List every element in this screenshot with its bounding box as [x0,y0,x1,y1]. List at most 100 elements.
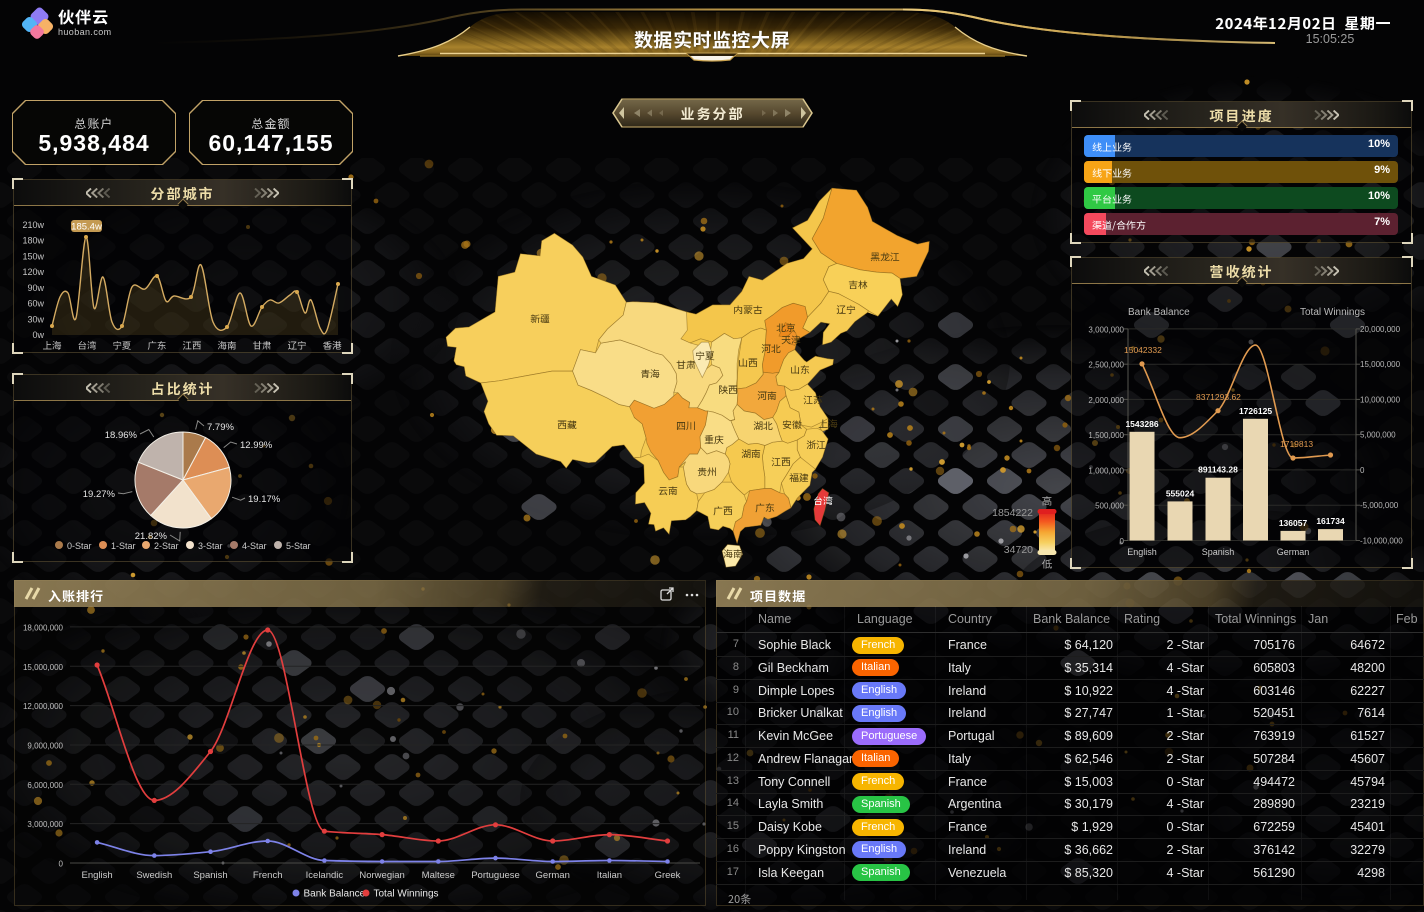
svg-text:上海: 上海 [42,340,62,352]
svg-text:18,000,000: 18,000,000 [23,623,64,632]
svg-text:-10,000,000: -10,000,000 [1360,537,1403,546]
svg-text:山西: 山西 [738,359,758,370]
svg-text:15,000,000: 15,000,000 [23,663,64,672]
svg-text:6,000,000: 6,000,000 [27,781,63,790]
svg-text:1543286: 1543286 [1125,419,1158,429]
svg-text:2,000,000: 2,000,000 [1088,396,1124,405]
svg-text:山东: 山东 [790,365,810,377]
svg-text:Spanish: Spanish [193,870,227,881]
svg-text:120w: 120w [22,267,44,277]
svg-text:云南: 云南 [658,487,678,498]
svg-text:3,000,000: 3,000,000 [27,820,63,829]
svg-text:Greek: Greek [655,870,681,881]
svg-text:136057: 136057 [1279,518,1308,528]
svg-text:广东: 广东 [147,340,167,352]
svg-text:3-Star: 3-Star [198,541,223,551]
svg-text:15,000,000: 15,000,000 [1360,360,1401,369]
svg-text:甘肃: 甘肃 [252,341,271,352]
svg-text:34720: 34720 [1004,544,1033,556]
svg-text:15042332: 15042332 [1124,345,1162,355]
svg-text:21.82%: 21.82% [135,531,168,542]
svg-text:0: 0 [1120,537,1125,546]
svg-text:天津: 天津 [781,336,801,347]
svg-text:广东: 广东 [755,503,775,515]
svg-text:Portuguese: Portuguese [471,870,520,881]
svg-text:19.27%: 19.27% [83,489,116,500]
svg-text:180w: 180w [22,236,44,246]
svg-text:福建: 福建 [789,473,809,485]
svg-text:新疆: 新疆 [530,314,550,326]
svg-text:1,500,000: 1,500,000 [1088,431,1124,440]
svg-text:低: 低 [1042,559,1053,571]
svg-text:1726125: 1726125 [1239,406,1272,416]
svg-text:重庆: 重庆 [704,435,724,447]
svg-text:English: English [82,870,113,881]
svg-text:湖南: 湖南 [741,449,761,461]
svg-text:2-Star: 2-Star [154,541,179,551]
svg-text:浙江: 浙江 [806,440,826,452]
svg-text:0: 0 [1360,466,1365,475]
svg-text:高: 高 [1042,495,1053,508]
svg-text:161734: 161734 [1316,516,1345,526]
svg-text:19.17%: 19.17% [248,494,281,505]
svg-text:Total Winnings: Total Winnings [374,889,439,900]
svg-text:1,000,000: 1,000,000 [1088,466,1124,475]
svg-text:555024: 555024 [1166,488,1195,498]
svg-text:甘肃: 甘肃 [676,361,696,372]
svg-text:5-Star: 5-Star [286,541,311,551]
svg-text:安徽: 安徽 [782,420,802,432]
svg-text:Icelandic: Icelandic [306,870,344,881]
svg-text:海南: 海南 [723,549,743,561]
svg-text:9,000,000: 9,000,000 [27,742,63,751]
svg-text:English: English [1127,547,1157,557]
svg-text:500,000: 500,000 [1095,502,1124,511]
svg-text:10,000,000: 10,000,000 [1360,395,1401,404]
svg-text:0: 0 [59,860,64,869]
svg-text:西藏: 西藏 [557,421,577,432]
svg-text:海南: 海南 [217,340,236,352]
svg-text:4-Star: 4-Star [242,541,267,551]
svg-text:20,000,000: 20,000,000 [1360,325,1401,334]
svg-text:60w: 60w [27,299,44,309]
svg-text:3,000,000: 3,000,000 [1088,325,1124,334]
svg-text:German: German [536,870,570,881]
svg-text:1854222: 1854222 [992,507,1033,519]
svg-text:1719813: 1719813 [1280,439,1313,449]
svg-text:黑龙江: 黑龙江 [870,252,900,264]
svg-text:2,500,000: 2,500,000 [1088,361,1124,370]
svg-text:Total Winnings: Total Winnings [1300,307,1365,318]
svg-text:四川: 四川 [676,421,696,433]
svg-text:7.79%: 7.79% [207,422,234,433]
svg-text:18.96%: 18.96% [105,430,138,441]
svg-text:150w: 150w [22,251,44,261]
svg-text:Bank Balance: Bank Balance [304,889,366,900]
svg-text:青海: 青海 [640,369,660,381]
svg-text:12,000,000: 12,000,000 [23,702,64,711]
svg-text:北京: 北京 [776,323,796,335]
svg-text:宁夏: 宁夏 [112,340,132,352]
svg-text:宁夏: 宁夏 [695,351,715,363]
svg-text:Maltese: Maltese [422,870,455,881]
svg-text:江西: 江西 [771,457,791,469]
svg-text:1-Star: 1-Star [111,541,136,551]
svg-text:内蒙古: 内蒙古 [733,305,763,317]
svg-text:-5,000,000: -5,000,000 [1360,501,1399,510]
svg-text:上海: 上海 [818,419,838,431]
svg-text:Spanish: Spanish [1202,547,1235,557]
svg-text:台湾: 台湾 [813,496,833,508]
svg-text:French: French [253,870,283,881]
svg-text:Swedish: Swedish [136,870,172,881]
svg-text:Italian: Italian [597,870,622,881]
svg-text:河南: 河南 [757,391,777,403]
svg-text:185.4w: 185.4w [71,222,102,233]
svg-text:湖北: 湖北 [753,421,773,433]
svg-text:江苏: 江苏 [803,395,823,407]
svg-text:German: German [1277,547,1310,557]
svg-text:河北: 河北 [761,344,781,356]
svg-text:陕西: 陕西 [718,385,738,397]
svg-text:江西: 江西 [182,341,201,352]
svg-text:891143.28: 891143.28 [1198,465,1238,475]
svg-text:辽宁: 辽宁 [287,340,306,352]
svg-text:吉林: 吉林 [848,281,868,292]
svg-text:30w: 30w [27,314,44,324]
